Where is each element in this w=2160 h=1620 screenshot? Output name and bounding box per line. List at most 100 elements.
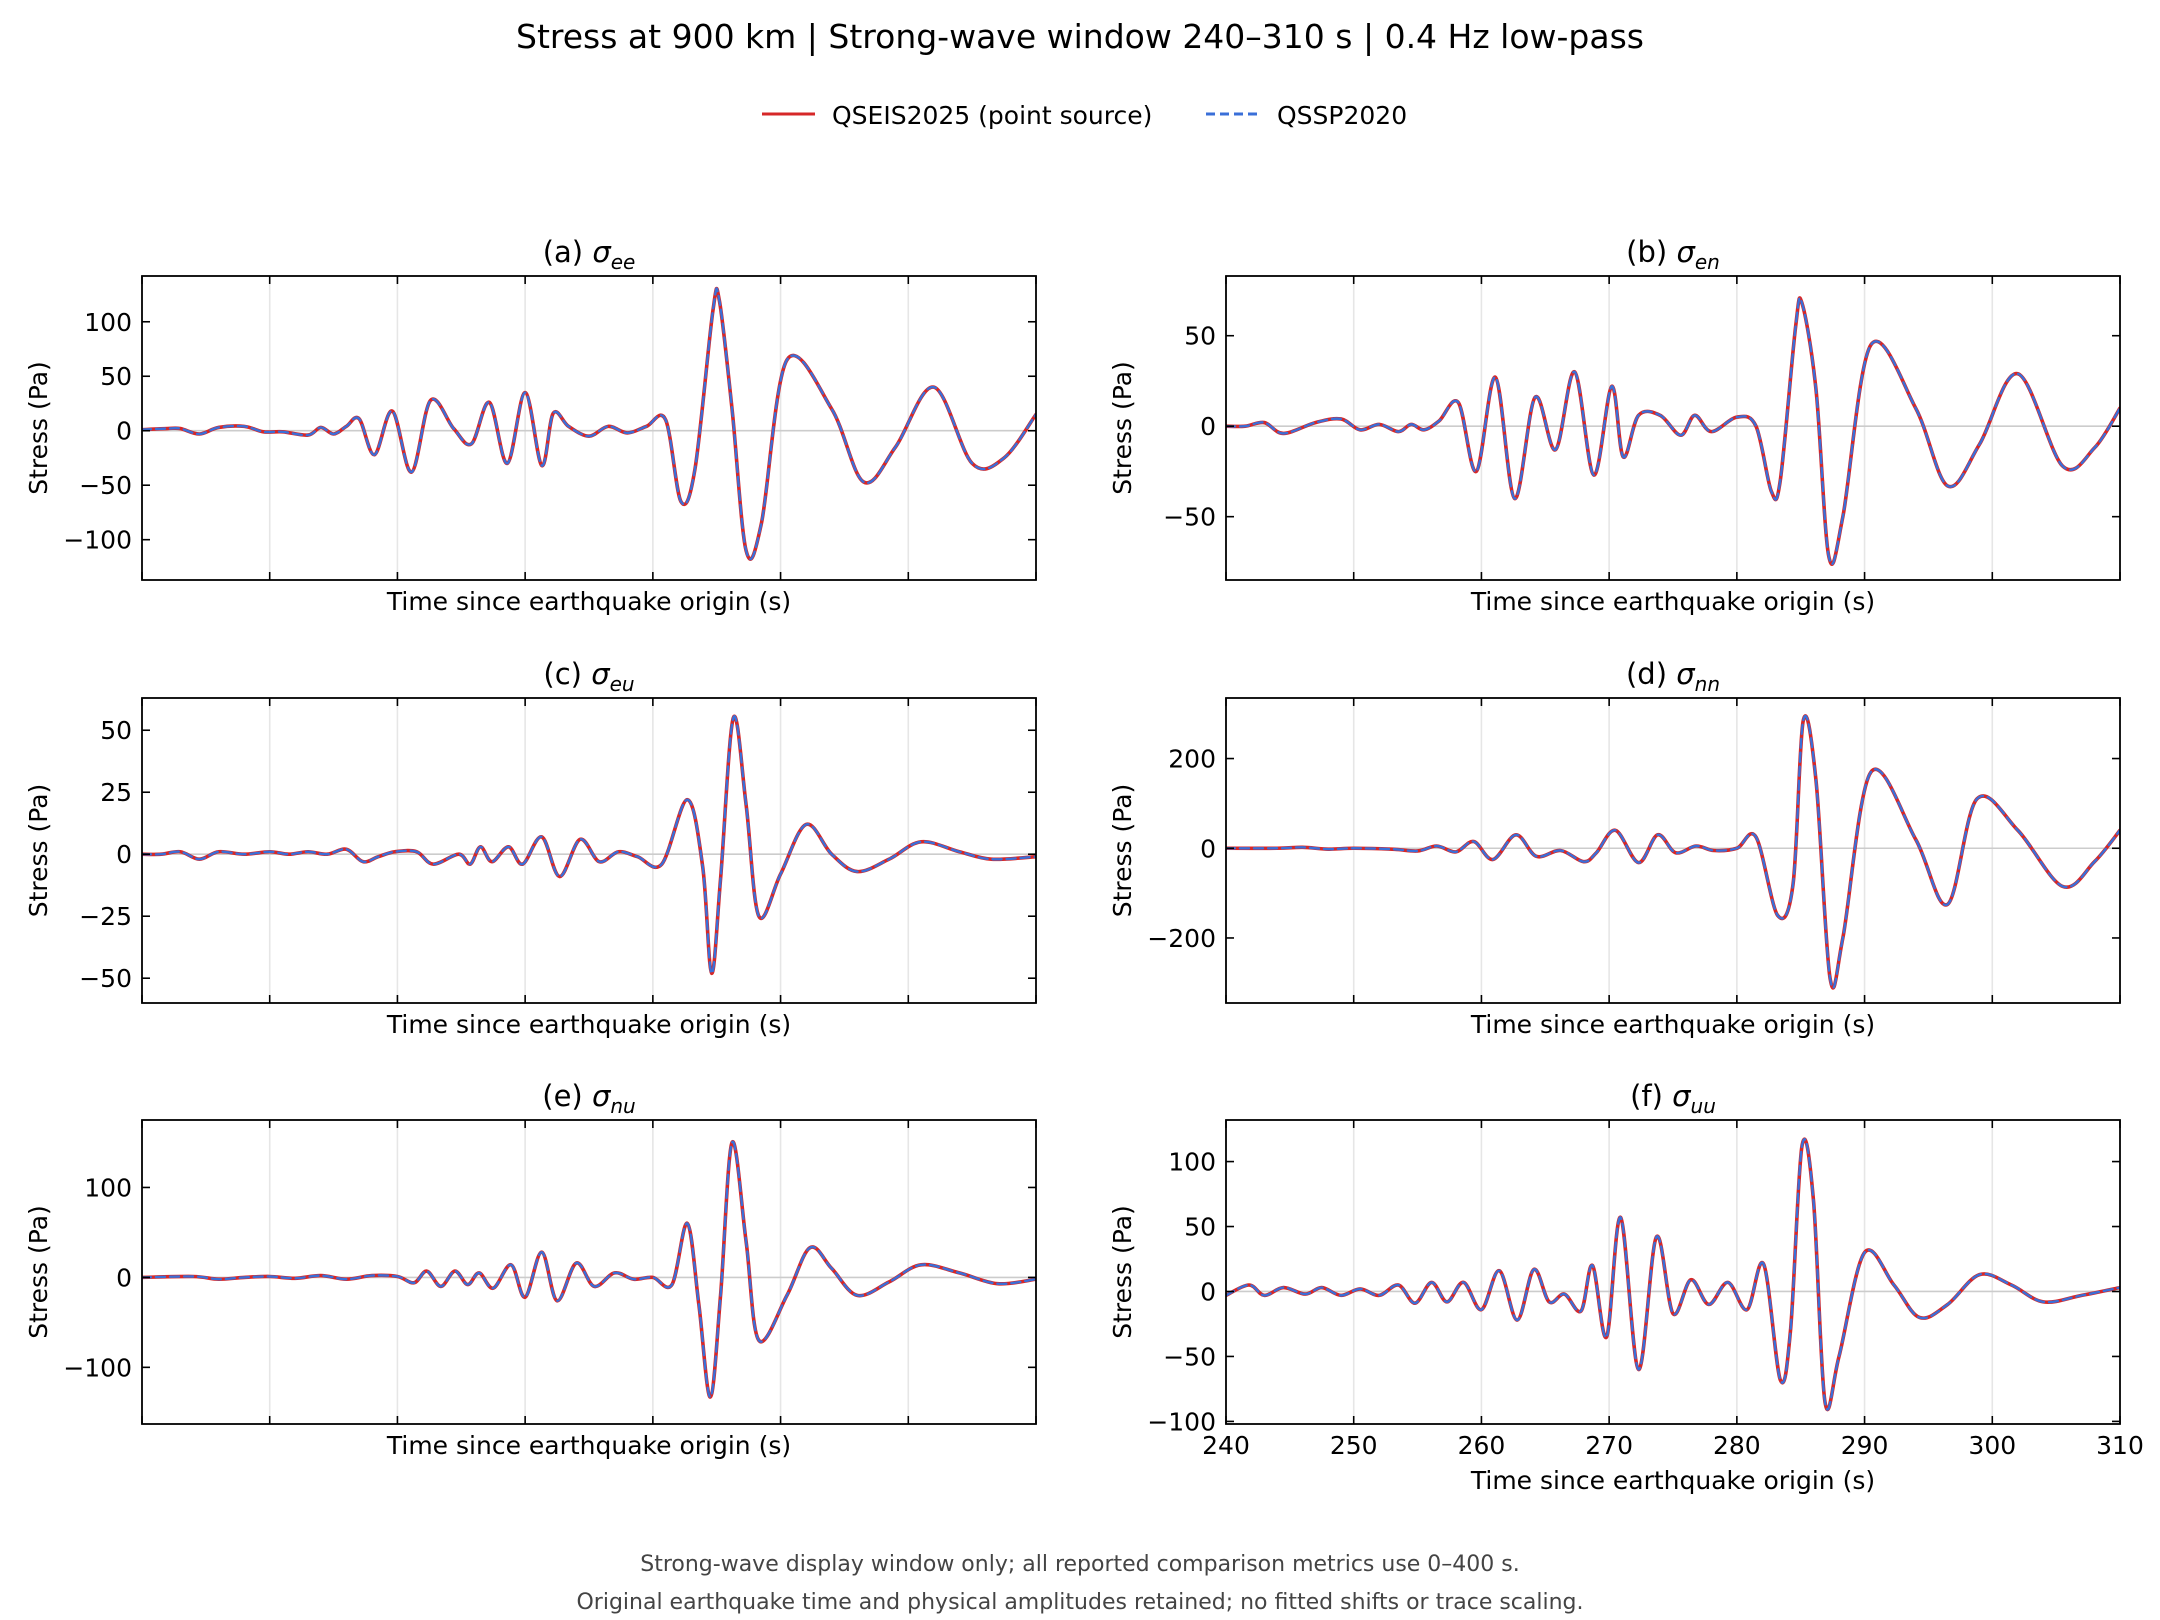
- y-tick-label: 100: [84, 1173, 132, 1202]
- axes-frame: [1225, 697, 2121, 1004]
- panel-title-prefix: (b): [1626, 235, 1676, 269]
- footnote-line-2: Original earthquake time and physical am…: [576, 1590, 1583, 1615]
- panel-title-subscript: ee: [611, 250, 636, 274]
- panel-title-symbol: σ: [1676, 235, 1696, 269]
- y-tick-label: −50: [1163, 1342, 1216, 1371]
- panel-title-symbol: σ: [591, 657, 611, 691]
- y-tick-label: 25: [100, 778, 132, 807]
- panel-title-symbol: σ: [1672, 1079, 1692, 1113]
- panel-f: 240 250 260 270 280 290 300 310 −100 −50 0 50 100 (f)…: [1108, 1079, 2144, 1495]
- y-axis-label: Stress (Pa): [1108, 1205, 1137, 1339]
- legend: QSEIS2025 (point source) QSSP2020: [762, 101, 1407, 130]
- panel-c: −50 −25 0 25 50 (c) σeu Time since earthquake …: [24, 657, 1037, 1039]
- x-axis-label: Time since earthquake origin (s): [1470, 587, 1875, 616]
- series-line-qssp2020: [142, 715, 1036, 975]
- y-tick-label: 200: [1168, 745, 1216, 774]
- y-tick-label: 0: [116, 840, 132, 869]
- y-tick-label: 50: [100, 362, 132, 391]
- series-group: [142, 1140, 1036, 1399]
- series-line-qseis2025: [1226, 1137, 2120, 1412]
- series-group: [1226, 714, 2120, 990]
- y-tick-label: −50: [79, 964, 132, 993]
- y-tick-label: 50: [1184, 322, 1216, 351]
- y-tick-label: −25: [79, 902, 132, 931]
- x-tick-label: 250: [1330, 1431, 1378, 1460]
- y-tick-label: 100: [1168, 1148, 1216, 1177]
- y-tick-label: −100: [63, 1353, 132, 1382]
- y-tick-label: −200: [1147, 924, 1216, 953]
- series-group: [1226, 296, 2120, 566]
- x-tick-label: 310: [2096, 1431, 2144, 1460]
- panel-title: (a) σee: [543, 235, 636, 274]
- series-line-qssp2020: [1226, 1138, 2120, 1411]
- panel-title-subscript: uu: [1691, 1094, 1716, 1118]
- panel-title-subscript: nu: [610, 1094, 635, 1118]
- panel-a: −100 −50 0 50 100 (a) σee Time since earthquak…: [24, 235, 1037, 616]
- series-line-qssp2020: [142, 1140, 1036, 1399]
- y-tick-label: 0: [116, 417, 132, 446]
- panel-title-symbol: σ: [592, 235, 612, 269]
- panel-title-prefix: (f): [1630, 1079, 1672, 1113]
- panel-title: (d) σnn: [1626, 657, 1720, 696]
- x-tick-label: 240: [1202, 1431, 1250, 1460]
- x-tick-label: 300: [1968, 1431, 2016, 1460]
- x-tick-label: 290: [1841, 1431, 1889, 1460]
- x-tick-label: 260: [1458, 1431, 1506, 1460]
- panel-title-symbol: σ: [1676, 657, 1696, 691]
- y-tick-label: −50: [79, 471, 132, 500]
- axes-frame: [141, 697, 1037, 1004]
- x-axis-label: Time since earthquake origin (s): [386, 1010, 791, 1039]
- panel-d: −200 0 200 (d) σnn Time since earthquake ori…: [1108, 657, 2121, 1039]
- series-line-qseis2025: [142, 1140, 1036, 1399]
- footnote-line-1: Strong-wave display window only; all rep…: [640, 1552, 1520, 1577]
- series-line-qseis2025: [142, 286, 1036, 561]
- series-line-qseis2025: [142, 714, 1036, 976]
- y-tick-label: −50: [1163, 503, 1216, 532]
- x-axis-label: Time since earthquake origin (s): [386, 1431, 791, 1460]
- panel-title-subscript: en: [1695, 250, 1720, 274]
- y-tick-label: −100: [1147, 1407, 1216, 1436]
- panel-title: (f) σuu: [1630, 1079, 1716, 1118]
- series-group: [142, 286, 1036, 561]
- axes-frame: [141, 275, 1037, 581]
- panel-title-prefix: (c): [543, 657, 591, 691]
- y-tick-label: 0: [1200, 834, 1216, 863]
- panel-title-symbol: σ: [592, 1079, 612, 1113]
- y-axis-label: Stress (Pa): [24, 1205, 53, 1339]
- series-group: [142, 714, 1036, 976]
- y-tick-label: 50: [1184, 1213, 1216, 1242]
- panel-b: −50 0 50 (b) σen Time since earthquake origi…: [1108, 235, 2121, 616]
- axes-frame: [1225, 1119, 2121, 1425]
- legend-label-qseis: QSEIS2025 (point source): [832, 101, 1152, 130]
- y-axis-label: Stress (Pa): [24, 784, 53, 918]
- axes-frame: [141, 1119, 1037, 1425]
- series-group: [1226, 1137, 2120, 1412]
- panel-title-prefix: (d): [1626, 657, 1676, 691]
- y-axis-label: Stress (Pa): [1108, 784, 1137, 918]
- y-axis-label: Stress (Pa): [1108, 361, 1137, 495]
- panel-title-prefix: (e): [542, 1079, 592, 1113]
- panel-title-subscript: nn: [1695, 672, 1720, 696]
- series-line-qssp2020: [1226, 296, 2120, 566]
- x-axis-label: Time since earthquake origin (s): [1470, 1466, 1875, 1495]
- x-tick-label: 280: [1713, 1431, 1761, 1460]
- panel-title-subscript: eu: [610, 672, 635, 696]
- y-tick-label: 50: [100, 716, 132, 745]
- panel-title: (c) σeu: [543, 657, 634, 696]
- x-axis-label: Time since earthquake origin (s): [386, 587, 791, 616]
- y-tick-label: 0: [1200, 412, 1216, 441]
- panel-title: (e) σnu: [542, 1079, 635, 1118]
- y-tick-label: 100: [84, 308, 132, 337]
- y-tick-label: 0: [116, 1263, 132, 1292]
- series-line-qssp2020: [1226, 714, 2120, 989]
- y-tick-label: −100: [63, 526, 132, 555]
- y-axis-label: Stress (Pa): [24, 361, 53, 495]
- series-line-qssp2020: [142, 287, 1036, 561]
- panel-e: −100 0 100 (e) σnu Time since earthquake ori…: [24, 1079, 1037, 1460]
- panel-title: (b) σen: [1626, 235, 1720, 274]
- figure-title: Stress at 900 km | Strong-wave window 24…: [516, 17, 1644, 56]
- panel-title-prefix: (a): [543, 235, 593, 269]
- x-axis-label: Time since earthquake origin (s): [1470, 1010, 1875, 1039]
